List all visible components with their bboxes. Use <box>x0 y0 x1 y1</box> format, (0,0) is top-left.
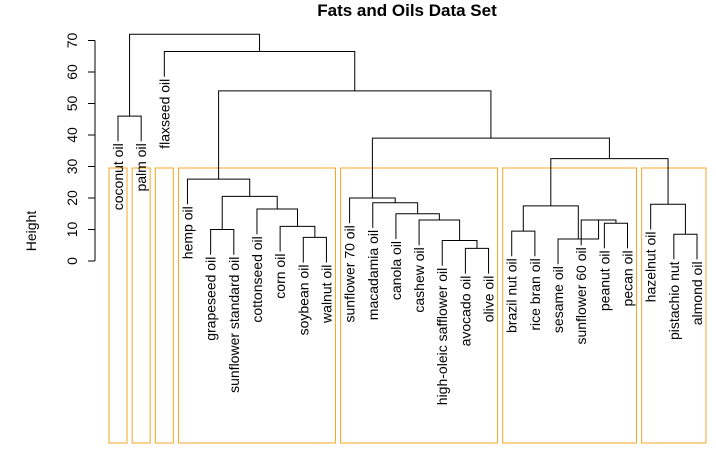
leaf-label: flaxseed oil <box>156 79 172 149</box>
y-tick-label: 40 <box>64 127 80 143</box>
cluster-box <box>131 167 151 444</box>
leaf-label: sesame oil <box>550 266 566 333</box>
y-tick-label: 10 <box>64 222 80 238</box>
y-tick-label: 60 <box>64 64 80 80</box>
y-tick-label: 50 <box>64 96 80 112</box>
leaf-labels: coconut oil palm oil flaxseed oil hemp oil g… <box>110 79 705 405</box>
dendrogram-branch <box>372 202 419 228</box>
dendrogram-branch <box>163 51 356 91</box>
leaf-label: peanut oil <box>596 250 612 311</box>
y-tick-label: 30 <box>64 159 80 175</box>
leaf-label: olive oil <box>481 276 497 323</box>
cluster-box <box>177 167 336 444</box>
y-axis-label: Height <box>23 211 39 252</box>
dendrogram-branch <box>418 219 461 246</box>
dendrogram-branch <box>129 33 261 117</box>
dendrogram-branch <box>302 236 327 263</box>
cluster-box <box>154 167 174 444</box>
leaf-label: sunflower 70 oil <box>342 225 358 322</box>
y-tick-label: 70 <box>64 33 80 49</box>
dendrogram-branch <box>218 90 492 180</box>
dendrogram-branch <box>550 158 669 206</box>
y-axis: 0 10 20 30 40 50 60 70 <box>64 33 96 265</box>
leaf-label: pistachio nut <box>666 261 682 340</box>
dendrogram-branch <box>464 247 490 274</box>
leaf-label: corn oil <box>272 254 288 299</box>
leaf-label: high-oleic safflower oil <box>434 268 450 405</box>
dendrogram-branch <box>395 213 440 239</box>
dendrogram-branch <box>441 240 478 266</box>
cluster-box <box>502 167 638 444</box>
leaf-label: macadamia oil <box>365 230 381 320</box>
leaf-label: sunflower standard oil <box>226 257 242 393</box>
y-tick-label: 20 <box>64 190 80 206</box>
leaf-label: avocado oil <box>457 276 473 347</box>
dendrogram-branch <box>673 233 698 260</box>
leaf-label: almond oil <box>689 261 705 325</box>
cluster-box <box>340 167 499 444</box>
leaf-label: brazil nut oil <box>504 258 520 333</box>
leaf-label: cashew oil <box>411 247 427 312</box>
leaf-label: sunflower 60 oil <box>573 247 589 344</box>
cluster-boxes <box>108 167 707 444</box>
leaf-label: canola oil <box>388 241 404 300</box>
leaf-label: pecan oil <box>620 250 636 306</box>
dendrogram-branch <box>210 229 235 255</box>
y-tick-label: 0 <box>64 257 80 265</box>
cluster-box <box>108 167 128 444</box>
leaf-label: hazelnut oil <box>643 232 659 303</box>
dendrogram-branch <box>522 205 579 239</box>
leaf-label: cottonseed oil <box>249 236 265 322</box>
chart-title: Fats and Oils Data Set <box>317 1 497 20</box>
dendrogram-branch <box>279 225 316 252</box>
dendrogram-branches <box>117 33 698 274</box>
leaf-label: hemp oil <box>179 206 195 259</box>
leaf-label: walnut oil <box>318 265 334 324</box>
dendrogram-branch <box>221 195 278 230</box>
dendrogram-branch <box>186 178 251 205</box>
leaf-label: coconut oil <box>110 143 126 210</box>
dendrogram-branch <box>650 203 686 235</box>
leaf-label: rice bran oil <box>527 258 543 330</box>
dendrogram-branch <box>256 208 298 235</box>
cluster-box <box>641 167 707 444</box>
dendrogram-branch <box>511 230 536 257</box>
dendrogram-branch <box>117 115 142 142</box>
dendrogram-branch <box>603 222 629 249</box>
leaf-label: palm oil <box>133 143 149 191</box>
leaf-label: soybean oil <box>295 265 311 336</box>
leaf-label: grapeseed oil <box>203 257 219 341</box>
